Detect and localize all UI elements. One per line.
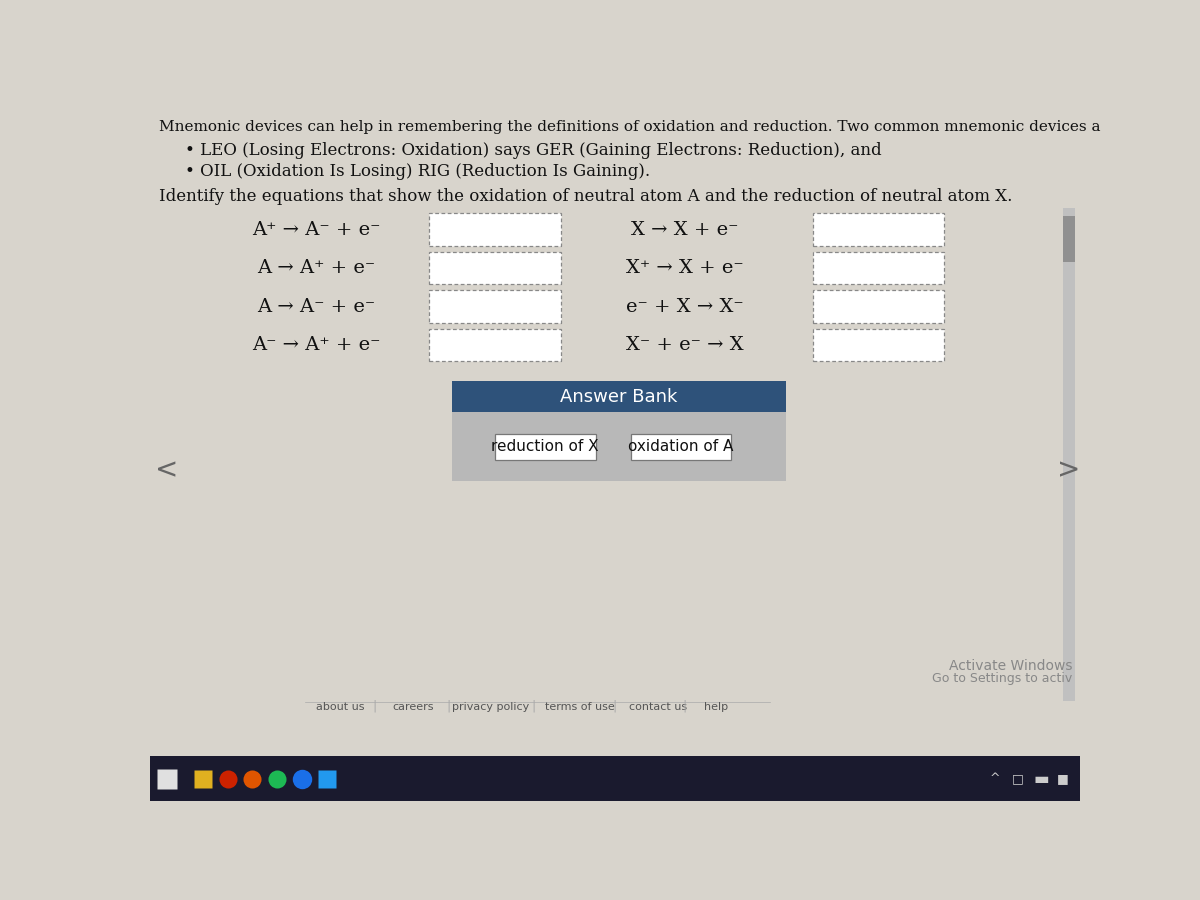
Text: |: |	[373, 699, 377, 713]
Text: A → A⁻ + e⁻: A → A⁻ + e⁻	[258, 298, 376, 316]
Bar	[812, 329, 944, 361]
Bar	[812, 213, 944, 246]
Text: privacy policy: privacy policy	[452, 702, 529, 713]
Text: careers: careers	[392, 702, 434, 713]
Text: terms of use: terms of use	[545, 702, 616, 713]
Bar	[1063, 216, 1075, 262]
Bar	[452, 412, 786, 482]
Text: <: <	[155, 456, 179, 484]
Text: oxidation of A: oxidation of A	[628, 439, 733, 454]
Text: |: |	[683, 699, 686, 713]
Text: reduction of X: reduction of X	[492, 439, 599, 454]
Text: |: |	[613, 699, 617, 713]
Bar	[150, 756, 1080, 801]
Text: • LEO (Losing Electrons: Oxidation) says GER (Gaining Electrons: Reduction), and: • LEO (Losing Electrons: Oxidation) says…	[185, 142, 882, 159]
Text: X⁻ + e⁻ → X: X⁻ + e⁻ → X	[626, 337, 744, 355]
Text: Go to Settings to activ: Go to Settings to activ	[932, 671, 1073, 685]
Bar	[430, 291, 560, 323]
Bar	[430, 213, 560, 246]
Bar	[430, 329, 560, 361]
Bar	[1063, 208, 1075, 701]
Text: • OIL (Oxidation Is Losing) RIG (Reduction Is Gaining).: • OIL (Oxidation Is Losing) RIG (Reducti…	[185, 164, 650, 180]
Text: about us: about us	[316, 702, 364, 713]
Text: Mnemonic devices can help in remembering the definitions of oxidation and reduct: Mnemonic devices can help in remembering…	[160, 120, 1100, 133]
Text: Answer Bank: Answer Bank	[560, 388, 678, 406]
Bar	[494, 434, 595, 460]
Text: ■: ■	[1057, 772, 1069, 785]
Text: A⁻ → A⁺ + e⁻: A⁻ → A⁺ + e⁻	[252, 337, 380, 355]
Text: >: >	[1057, 456, 1080, 484]
Text: X⁺ → X + e⁻: X⁺ → X + e⁻	[626, 259, 744, 277]
Text: A⁺ → A⁻ + e⁻: A⁺ → A⁻ + e⁻	[252, 220, 380, 238]
Text: help: help	[703, 702, 728, 713]
Text: □: □	[1012, 772, 1024, 785]
Bar	[452, 382, 786, 412]
Bar	[812, 252, 944, 284]
Text: ▬: ▬	[1033, 770, 1049, 788]
Bar	[430, 252, 560, 284]
Text: A → A⁺ + e⁻: A → A⁺ + e⁻	[258, 259, 376, 277]
Text: |: |	[446, 699, 450, 713]
Text: Activate Windows: Activate Windows	[949, 659, 1073, 672]
Bar	[630, 434, 731, 460]
Text: e⁻ + X → X⁻: e⁻ + X → X⁻	[626, 298, 744, 316]
Text: contact us: contact us	[629, 702, 686, 713]
Text: ^: ^	[990, 772, 1000, 785]
Bar	[812, 291, 944, 323]
Text: |: |	[532, 699, 535, 713]
Text: Identify the equations that show the oxidation of neutral atom A and the reducti: Identify the equations that show the oxi…	[160, 188, 1013, 205]
Text: X → X + e⁻: X → X + e⁻	[631, 220, 738, 238]
